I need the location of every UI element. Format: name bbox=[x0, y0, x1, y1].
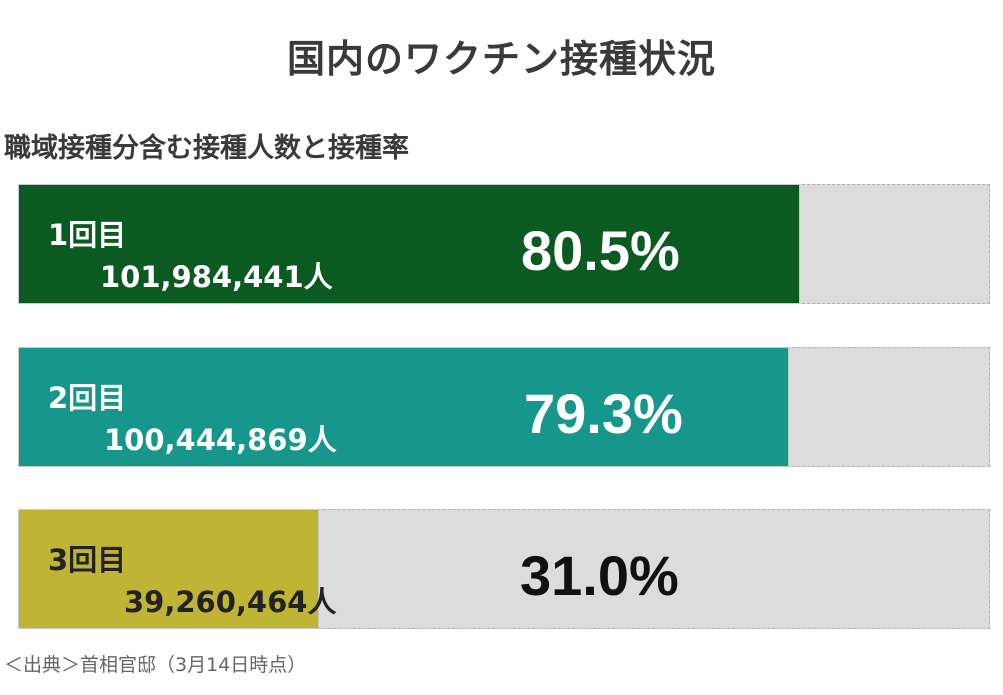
count-label: 101,984,441人 bbox=[100, 260, 333, 294]
bar-fill-dose-2 bbox=[18, 347, 789, 467]
bar-row-dose-1: 1回目 101,984,441人 80.5% bbox=[18, 184, 990, 304]
dose-label: 3回目 bbox=[48, 543, 127, 577]
chart-title: 国内のワクチン接種状況 bbox=[286, 37, 716, 81]
percent-label: 31.0% bbox=[520, 544, 679, 607]
percent-label: 79.3% bbox=[524, 382, 683, 445]
dose-label: 1回目 bbox=[48, 218, 127, 252]
source-note: ＜出典＞首相官邸（3月14日時点） bbox=[4, 654, 307, 676]
count-label: 100,444,869人 bbox=[104, 423, 337, 457]
dose-label: 2回目 bbox=[48, 381, 127, 415]
percent-label: 80.5% bbox=[521, 219, 680, 282]
bar-row-dose-2: 2回目 100,444,869人 79.3% bbox=[18, 347, 990, 467]
bar-fill-dose-1 bbox=[18, 184, 800, 304]
count-label: 39,260,464人 bbox=[124, 585, 337, 619]
bar-fill-dose-3 bbox=[18, 509, 319, 629]
chart-subtitle: 職域接種分含む接種人数と接種率 bbox=[4, 133, 409, 164]
bar-row-dose-3: 3回目 39,260,464人 31.0% bbox=[18, 509, 990, 629]
